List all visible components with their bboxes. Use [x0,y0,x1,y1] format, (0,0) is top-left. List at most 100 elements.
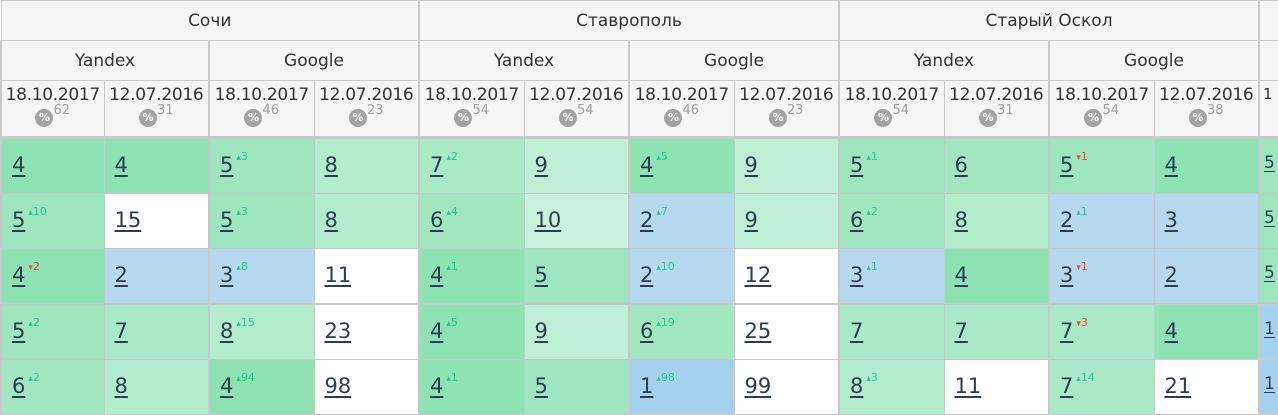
position-link[interactable]: 6 [850,208,864,232]
percent-icon[interactable]: % [768,109,787,127]
percent-icon[interactable]: % [244,109,263,127]
date-header: 18.10.2017% 54 [838,80,945,139]
position-link[interactable]: 12 [744,263,772,287]
position-link[interactable]: 2 [640,208,654,232]
position-link[interactable]: 3 [850,263,864,287]
position-link[interactable]: 4 [12,263,26,287]
position-link[interactable]: 8 [850,374,864,398]
position-cell: 5 ▴3 [208,137,315,194]
percent-icon[interactable]: % [978,109,997,127]
position-link[interactable]: 5 [1264,208,1275,228]
position-cell: 99 [733,359,840,415]
position-link[interactable]: 3 [220,263,234,287]
position-link[interactable]: 9 [534,153,548,177]
position-link[interactable]: 2 [114,263,128,287]
position-link[interactable]: 99 [744,374,772,398]
position-link[interactable]: 4 [1164,319,1178,343]
date-label: 18.10.2017 [214,85,310,105]
percent-badge[interactable]: % 31 [138,103,174,127]
position-link[interactable]: 4 [430,319,444,343]
position-link[interactable]: 4 [12,153,26,177]
percent-badge[interactable]: % 62 [35,103,70,127]
position-link[interactable]: 8 [220,319,234,343]
percent-icon[interactable]: % [1084,109,1103,127]
percent-badge[interactable]: % 54 [454,103,489,127]
position-link[interactable]: 5 [1060,153,1074,177]
position-link[interactable]: 5 [220,208,234,232]
position-link[interactable]: 2 [1164,263,1178,287]
position-link[interactable]: 98 [324,374,352,398]
position-link[interactable]: 6 [640,319,654,343]
position-up-delta: ▴5 [656,150,668,163]
percent-icon[interactable]: % [558,109,577,127]
percent-icon[interactable]: % [138,109,157,127]
triangle-down-icon: ▾ [1076,263,1081,273]
position-link[interactable]: 1 [1264,319,1275,339]
position-link[interactable]: 7 [1060,374,1074,398]
position-link[interactable]: 4 [640,153,654,177]
percent-badge[interactable]: % 54 [874,103,909,127]
date-label: 12.07.2016 [319,85,414,105]
position-link[interactable]: 5 [850,153,864,177]
percent-icon[interactable]: % [874,109,893,127]
position-link[interactable]: 2 [640,263,654,287]
percent-badge[interactable]: % 23 [348,103,384,127]
position-link[interactable]: 5 [534,263,548,287]
position-link[interactable]: 25 [744,319,772,343]
position-link[interactable]: 7 [114,319,128,343]
position-link[interactable]: 5 [534,374,548,398]
position-link[interactable]: 5 [1264,263,1275,283]
position-link[interactable]: 7 [430,153,444,177]
percent-badge[interactable]: % 46 [664,103,699,127]
position-link[interactable]: 8 [324,153,338,177]
percent-badge[interactable]: % 46 [244,103,279,127]
position-link[interactable]: 3 [1060,263,1074,287]
position-link[interactable]: 7 [954,319,968,343]
triangle-up-icon: ▴ [1076,208,1081,218]
position-link[interactable]: 9 [534,319,548,343]
position-link[interactable]: 11 [954,374,982,398]
percent-badge[interactable]: % 38 [1188,103,1224,127]
position-cell: 8 [103,359,210,415]
percent-badge[interactable]: % 31 [978,103,1014,127]
table-row: 5 ▴2 7 8 ▴15 23 4 ▴5 9 6 ▴19 25 7 7 7 ▾3 4 1 [0,303,1278,360]
position-link[interactable]: 15 [114,208,142,232]
position-link[interactable]: 11 [324,263,352,287]
position-link[interactable]: 9 [744,208,758,232]
position-link[interactable]: 8 [114,374,128,398]
position-link[interactable]: 8 [954,208,968,232]
position-link[interactable]: 10 [534,208,562,232]
position-link[interactable]: 4 [954,263,968,287]
percent-icon[interactable]: % [664,109,683,127]
position-link[interactable]: 4 [430,374,444,398]
position-link[interactable]: 4 [430,263,444,287]
position-link[interactable]: 2 [1060,208,1074,232]
percent-icon[interactable]: % [35,109,54,127]
position-link[interactable]: 1 [1264,374,1275,394]
percent-badge[interactable]: % 54 [1084,103,1119,127]
percent-icon[interactable]: % [454,109,473,127]
position-link[interactable]: 7 [1060,319,1074,343]
position-link[interactable]: 5 [12,319,26,343]
percent-badge[interactable]: % 23 [768,103,804,127]
position-link[interactable]: 21 [1164,374,1192,398]
position-link[interactable]: 5 [12,208,26,232]
position-link[interactable]: 6 [954,153,968,177]
position-link[interactable]: 4 [220,374,234,398]
percent-icon[interactable]: % [348,109,367,127]
position-link[interactable]: 6 [12,374,26,398]
position-link[interactable]: 6 [430,208,444,232]
percent-icon[interactable]: % [1188,109,1207,127]
position-link[interactable]: 5 [1264,153,1275,173]
position-link[interactable]: 8 [324,208,338,232]
position-link[interactable]: 5 [220,153,234,177]
position-link[interactable]: 4 [114,153,128,177]
position-link[interactable]: 1 [640,374,654,398]
position-link[interactable]: 3 [1164,208,1178,232]
position-cell: 9 [523,303,630,360]
position-link[interactable]: 9 [744,153,758,177]
position-link[interactable]: 4 [1164,153,1178,177]
position-link[interactable]: 7 [850,319,864,343]
percent-badge[interactable]: % 54 [558,103,594,127]
position-link[interactable]: 23 [324,319,352,343]
